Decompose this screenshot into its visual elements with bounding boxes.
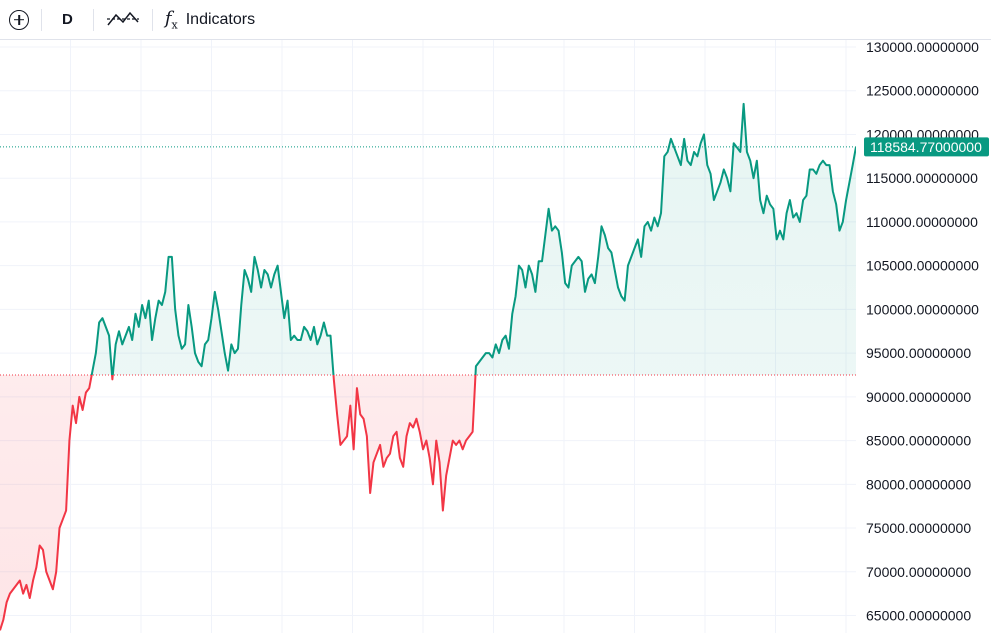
price-tick-label: 105000.00000000 [866, 258, 979, 274]
price-chart[interactable]: 130000.00000000125000.00000000120000.000… [0, 40, 991, 633]
price-axis[interactable]: 130000.00000000125000.00000000120000.000… [866, 40, 979, 624]
function-icon: fx [164, 7, 178, 32]
price-tick-label: 95000.00000000 [866, 345, 971, 361]
indicators-label: Indicators [185, 10, 256, 28]
toolbar-divider [151, 8, 153, 31]
chart-toolbar: D fx Indicators [0, 0, 991, 40]
price-line-up [90, 102, 856, 375]
price-tick-label: 85000.00000000 [866, 433, 971, 449]
plus-circle-icon [9, 9, 29, 30]
price-tick-label: 125000.00000000 [866, 83, 979, 99]
price-line [0, 102, 856, 631]
toolbar-divider [92, 8, 94, 31]
line-chart-icon [106, 11, 139, 25]
chart-type-button[interactable] [100, 4, 146, 36]
area-fill-below-baseline [0, 374, 856, 631]
indicators-button[interactable]: fx Indicators [159, 4, 261, 36]
add-symbol-button[interactable] [0, 4, 35, 36]
price-tick-label: 115000.00000000 [866, 170, 978, 186]
price-tick-label: 80000.00000000 [866, 476, 971, 492]
last-price-tag: 118584.77000000 [864, 137, 989, 157]
price-line-down [0, 374, 477, 631]
last-price-label: 118584.77000000 [870, 139, 982, 155]
price-tick-label: 130000.00000000 [866, 40, 979, 55]
price-tick-label: 100000.00000000 [866, 301, 979, 317]
price-tick-label: 110000.00000000 [866, 214, 978, 230]
price-tick-label: 65000.00000000 [866, 608, 971, 624]
price-tick-label: 70000.00000000 [866, 564, 971, 580]
price-tick-label: 75000.00000000 [866, 520, 971, 536]
interval-button[interactable]: D [62, 11, 73, 28]
price-tick-label: 90000.00000000 [866, 389, 971, 405]
toolbar-divider [41, 8, 42, 31]
